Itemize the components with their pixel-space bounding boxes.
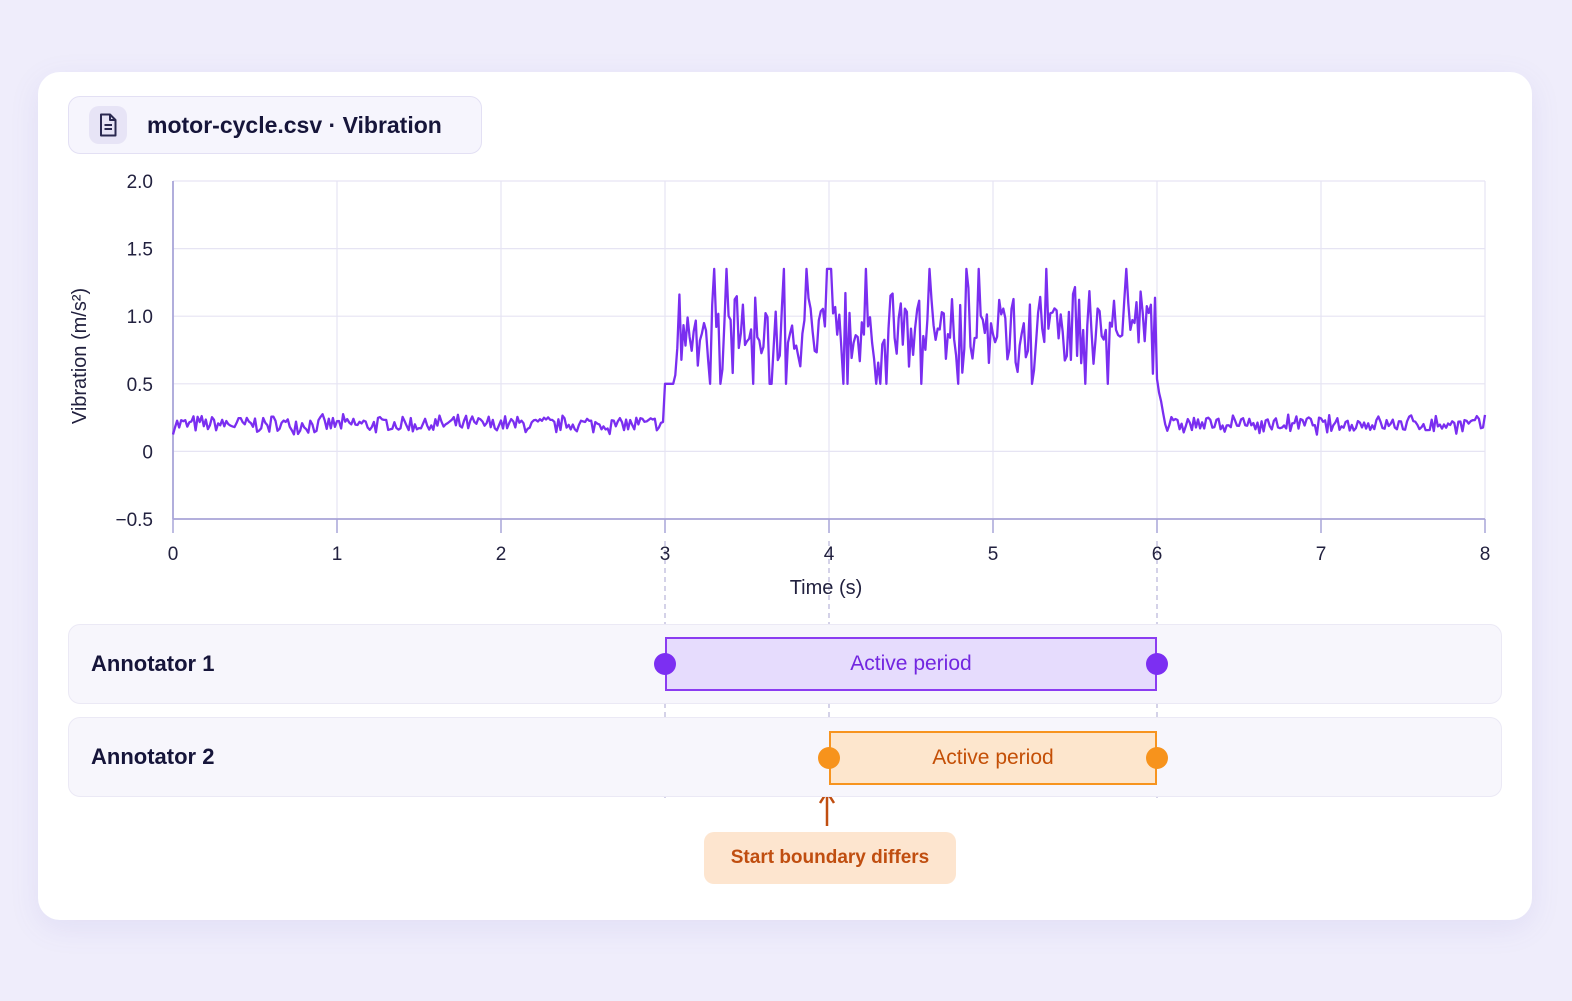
document-icon <box>89 106 127 144</box>
annotator-2-label: Annotator 2 <box>91 744 215 769</box>
file-header: motor-cycle.csv · Vibration <box>68 96 482 154</box>
y-axis-label: Vibration (m/s²) <box>69 288 91 424</box>
x-tick-label: 2 <box>496 544 507 565</box>
x-tick-label: 8 <box>1480 544 1491 565</box>
chart-axes <box>172 181 1486 533</box>
y-tick-label: 2.0 <box>127 172 153 193</box>
chart-grid <box>172 180 1486 520</box>
x-axis-label: Time (s) <box>790 577 863 599</box>
x-tick-label: 6 <box>1152 544 1163 565</box>
x-tick-label: 5 <box>988 544 999 565</box>
y-tick-label: 0 <box>142 442 153 463</box>
annotator-2-start-handle[interactable] <box>818 747 840 769</box>
x-tick-label: 3 <box>660 544 671 565</box>
y-tick-label: 1.0 <box>127 307 153 328</box>
annotator-2-lane: Annotator 2 <box>68 717 1502 797</box>
annotator-1-end-handle[interactable] <box>1146 653 1168 675</box>
x-tick-label: 4 <box>824 544 835 565</box>
start-boundary-callout: Start boundary differs <box>704 832 956 884</box>
annotator-1-label: Annotator 1 <box>91 651 215 676</box>
annotator-2-end-handle[interactable] <box>1146 747 1168 769</box>
tick-labels: 2.0 1.5 1.0 0.5 0 −0.5 0 1 2 3 4 5 6 7 8 <box>115 172 1490 565</box>
annotator-1-start-handle[interactable] <box>654 653 676 675</box>
annotator-2-period-label: Active period <box>932 746 1054 769</box>
signal-line <box>171 267 1487 436</box>
x-tick-label: 7 <box>1316 544 1327 565</box>
y-tick-label: 1.5 <box>127 240 153 261</box>
y-tick-label: 0.5 <box>127 375 153 396</box>
callout-text: Start boundary differs <box>730 847 930 868</box>
file-title: motor-cycle.csv · Vibration <box>147 111 442 138</box>
y-tick-label: −0.5 <box>115 510 153 531</box>
annotator-1-active-period[interactable]: Active period <box>665 637 1157 691</box>
up-arrow-icon <box>818 790 836 826</box>
annotator-1-period-label: Active period <box>850 652 972 675</box>
x-tick-label: 1 <box>332 544 343 565</box>
x-tick-label: 0 <box>168 544 179 565</box>
annotator-2-active-period[interactable]: Active period <box>829 731 1157 785</box>
